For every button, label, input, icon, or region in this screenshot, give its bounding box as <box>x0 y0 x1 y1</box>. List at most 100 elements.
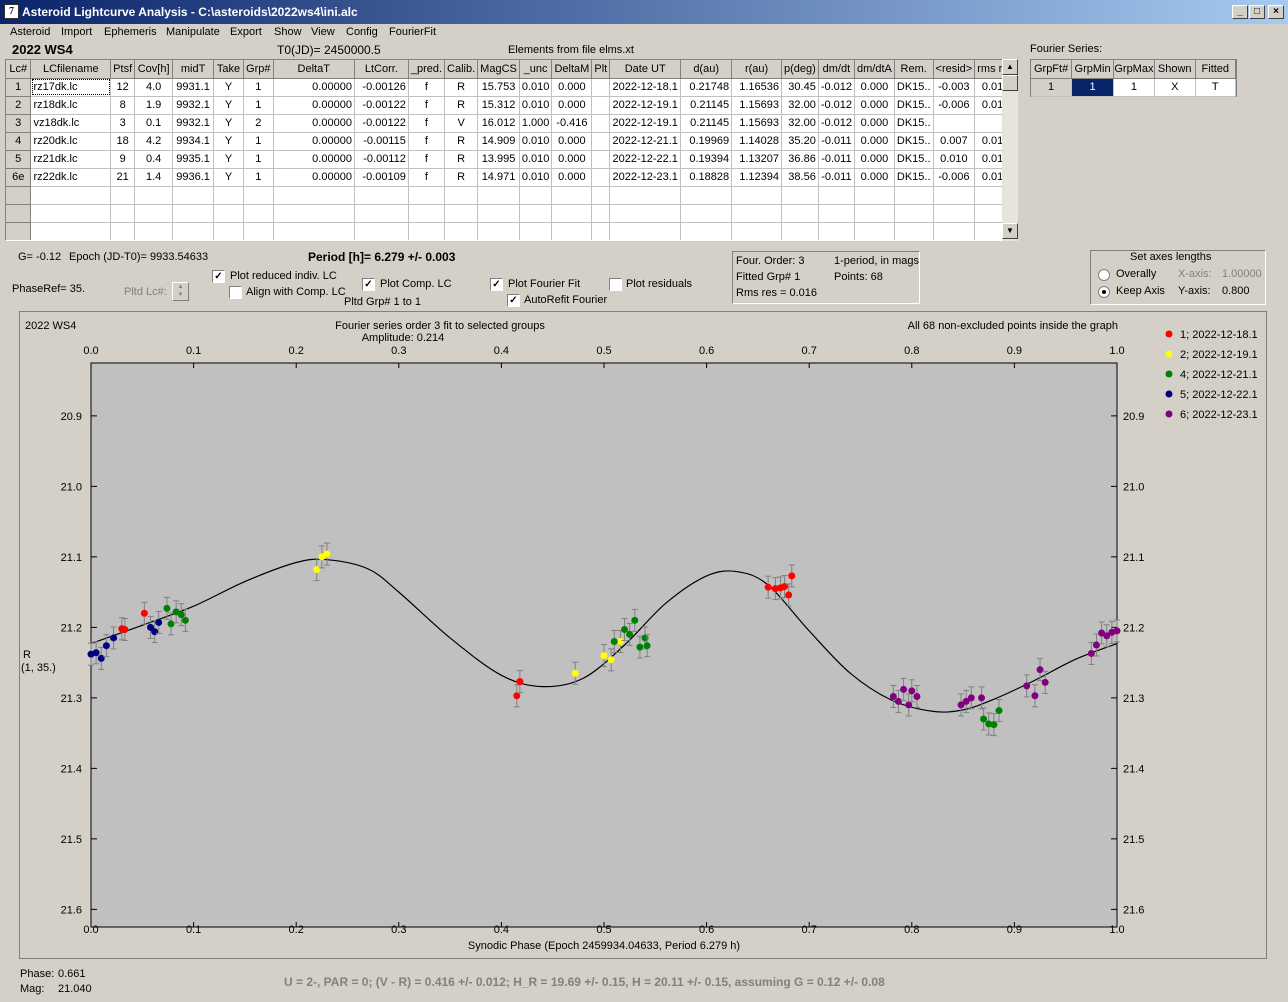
table-cell[interactable]: 2022-12-23.1 <box>609 168 682 187</box>
table-cell[interactable]: 2 <box>243 114 274 133</box>
table-cell[interactable]: f <box>408 168 446 187</box>
table-cell[interactable] <box>933 204 976 223</box>
table-cell[interactable] <box>609 186 682 205</box>
table-cell[interactable]: -0.012 <box>818 114 856 133</box>
fourier-series-table[interactable]: GrpFt# GrpMin GrpMax Shown Fitted 1 1 1 … <box>1030 59 1237 97</box>
table-cell[interactable]: R <box>444 96 479 115</box>
table-cell[interactable]: Y <box>213 168 245 187</box>
table-cell[interactable] <box>854 222 895 240</box>
table-cell[interactable]: 38.56 <box>781 168 819 187</box>
table-cell[interactable] <box>680 186 733 205</box>
table-cell[interactable]: -0.011 <box>818 132 856 151</box>
table-cell[interactable]: 0.21145 <box>680 114 733 133</box>
column-header[interactable]: Calib. <box>444 60 479 79</box>
row-header[interactable]: 3 <box>6 114 32 133</box>
table-cell[interactable]: 14.971 <box>477 168 520 187</box>
table-cell[interactable]: 9 <box>110 150 136 169</box>
table-cell[interactable]: 9934.1 <box>172 132 215 151</box>
table-cell[interactable]: 0.010 <box>933 150 976 169</box>
column-header[interactable]: LtCorr. <box>354 60 409 79</box>
table-cell[interactable]: 0.4 <box>134 150 174 169</box>
scroll-down-icon[interactable]: ▼ <box>1002 223 1018 239</box>
autorefit-checkbox[interactable]: ✓ <box>507 294 520 307</box>
keep-axis-radio[interactable] <box>1098 286 1110 298</box>
lightcurve-table[interactable]: Lc# LCfilename Ptsf Cov[h] midT Take Grp# Delta… <box>5 59 1018 241</box>
table-cell[interactable] <box>591 150 611 169</box>
table-cell[interactable] <box>680 204 733 223</box>
table-cell[interactable]: 1 <box>243 168 274 187</box>
table-cell[interactable]: -0.00109 <box>354 168 409 187</box>
table-cell[interactable] <box>354 186 409 205</box>
table-row[interactable] <box>6 204 1017 223</box>
table-cell[interactable] <box>731 204 783 223</box>
table-cell[interactable]: 32.00 <box>781 96 819 115</box>
table-cell[interactable] <box>933 186 976 205</box>
table-cell[interactable]: R <box>444 150 479 169</box>
table-cell[interactable]: 0.010 <box>519 132 553 151</box>
table-row[interactable]: 6e rz22dk.lc 21 1.4 9936.1 Y 1 0.00000 -0.00109 f… <box>6 168 1017 187</box>
table-cell[interactable]: 0.18828 <box>680 168 733 187</box>
table-cell[interactable] <box>243 204 274 223</box>
table-cell[interactable]: rz21dk.lc <box>30 150 112 169</box>
table-cell[interactable] <box>213 222 245 240</box>
table-cell[interactable]: -0.006 <box>933 168 976 187</box>
table-cell[interactable]: 0.010 <box>519 78 553 97</box>
menu-import[interactable]: Import <box>61 26 93 38</box>
table-cell[interactable] <box>591 132 611 151</box>
table-cell[interactable]: -0.011 <box>818 150 856 169</box>
table-cell[interactable]: 0.000 <box>854 168 895 187</box>
minimize-button[interactable]: _ <box>1232 5 1248 19</box>
menu-manipulate[interactable]: Manipulate <box>166 26 220 38</box>
column-header[interactable]: Cov[h] <box>134 60 174 79</box>
plot-panel[interactable]: 2022 WS4 Fourier series order 3 fit to se… <box>19 311 1267 959</box>
table-cell[interactable]: R <box>444 168 479 187</box>
table-cell[interactable]: 14.909 <box>477 132 520 151</box>
table-cell[interactable]: 4.0 <box>134 78 174 97</box>
table-cell[interactable]: 15.312 <box>477 96 520 115</box>
table-cell[interactable]: 0.1 <box>134 114 174 133</box>
table-cell[interactable] <box>444 222 479 240</box>
table-cell[interactable]: Y <box>213 114 245 133</box>
table-cell[interactable] <box>731 222 783 240</box>
table-cell[interactable]: 0.00000 <box>273 78 355 97</box>
table-cell[interactable]: R <box>444 78 479 97</box>
table-cell[interactable] <box>591 168 611 187</box>
table-cell[interactable]: -0.00126 <box>354 78 409 97</box>
row-header[interactable]: 6e <box>6 168 32 187</box>
plot-reduced-checkbox[interactable]: ✓ <box>212 270 225 283</box>
row-header[interactable]: 2 <box>6 96 32 115</box>
table-cell[interactable]: 0.000 <box>854 150 895 169</box>
table-cell[interactable] <box>731 186 783 205</box>
table-cell[interactable]: -0.00112 <box>354 150 409 169</box>
column-header[interactable]: _unc <box>519 60 553 79</box>
table-cell[interactable]: 0.000 <box>854 78 895 97</box>
table-cell[interactable]: 4.2 <box>134 132 174 151</box>
table-cell[interactable]: Y <box>213 150 245 169</box>
fourier-cell-selected[interactable]: 1 <box>1071 78 1114 97</box>
column-header[interactable]: Lc# <box>6 60 32 79</box>
lightcurve-chart[interactable]: 2022 WS4 Fourier series order 3 fit to se… <box>20 312 1268 960</box>
table-cell[interactable]: Y <box>213 78 245 97</box>
table-cell[interactable] <box>894 186 934 205</box>
table-cell[interactable] <box>30 186 112 205</box>
table-cell[interactable]: 2022-12-22.1 <box>609 150 682 169</box>
table-cell[interactable] <box>213 186 245 205</box>
table-cell[interactable] <box>477 186 520 205</box>
table-cell[interactable]: f <box>408 150 446 169</box>
table-cell[interactable]: 32.00 <box>781 114 819 133</box>
table-cell[interactable] <box>134 222 174 240</box>
table-cell[interactable] <box>110 204 136 223</box>
table-cell[interactable]: 0.000 <box>551 96 593 115</box>
column-header[interactable]: _pred. <box>408 60 446 79</box>
column-header[interactable]: Take <box>213 60 245 79</box>
row-header[interactable]: 5 <box>6 150 32 169</box>
menu-config[interactable]: Config <box>346 26 378 38</box>
scroll-up-icon[interactable]: ▲ <box>1002 59 1018 75</box>
table-cell[interactable]: 0.00000 <box>273 150 355 169</box>
table-cell[interactable]: vz18dk.lc <box>30 114 112 133</box>
table-cell[interactable]: 2022-12-21.1 <box>609 132 682 151</box>
table-cell[interactable]: 9932.1 <box>172 114 215 133</box>
table-cell[interactable]: 0.00000 <box>273 168 355 187</box>
table-cell[interactable]: rz17dk.lc <box>30 78 112 97</box>
row-header[interactable] <box>6 204 32 223</box>
